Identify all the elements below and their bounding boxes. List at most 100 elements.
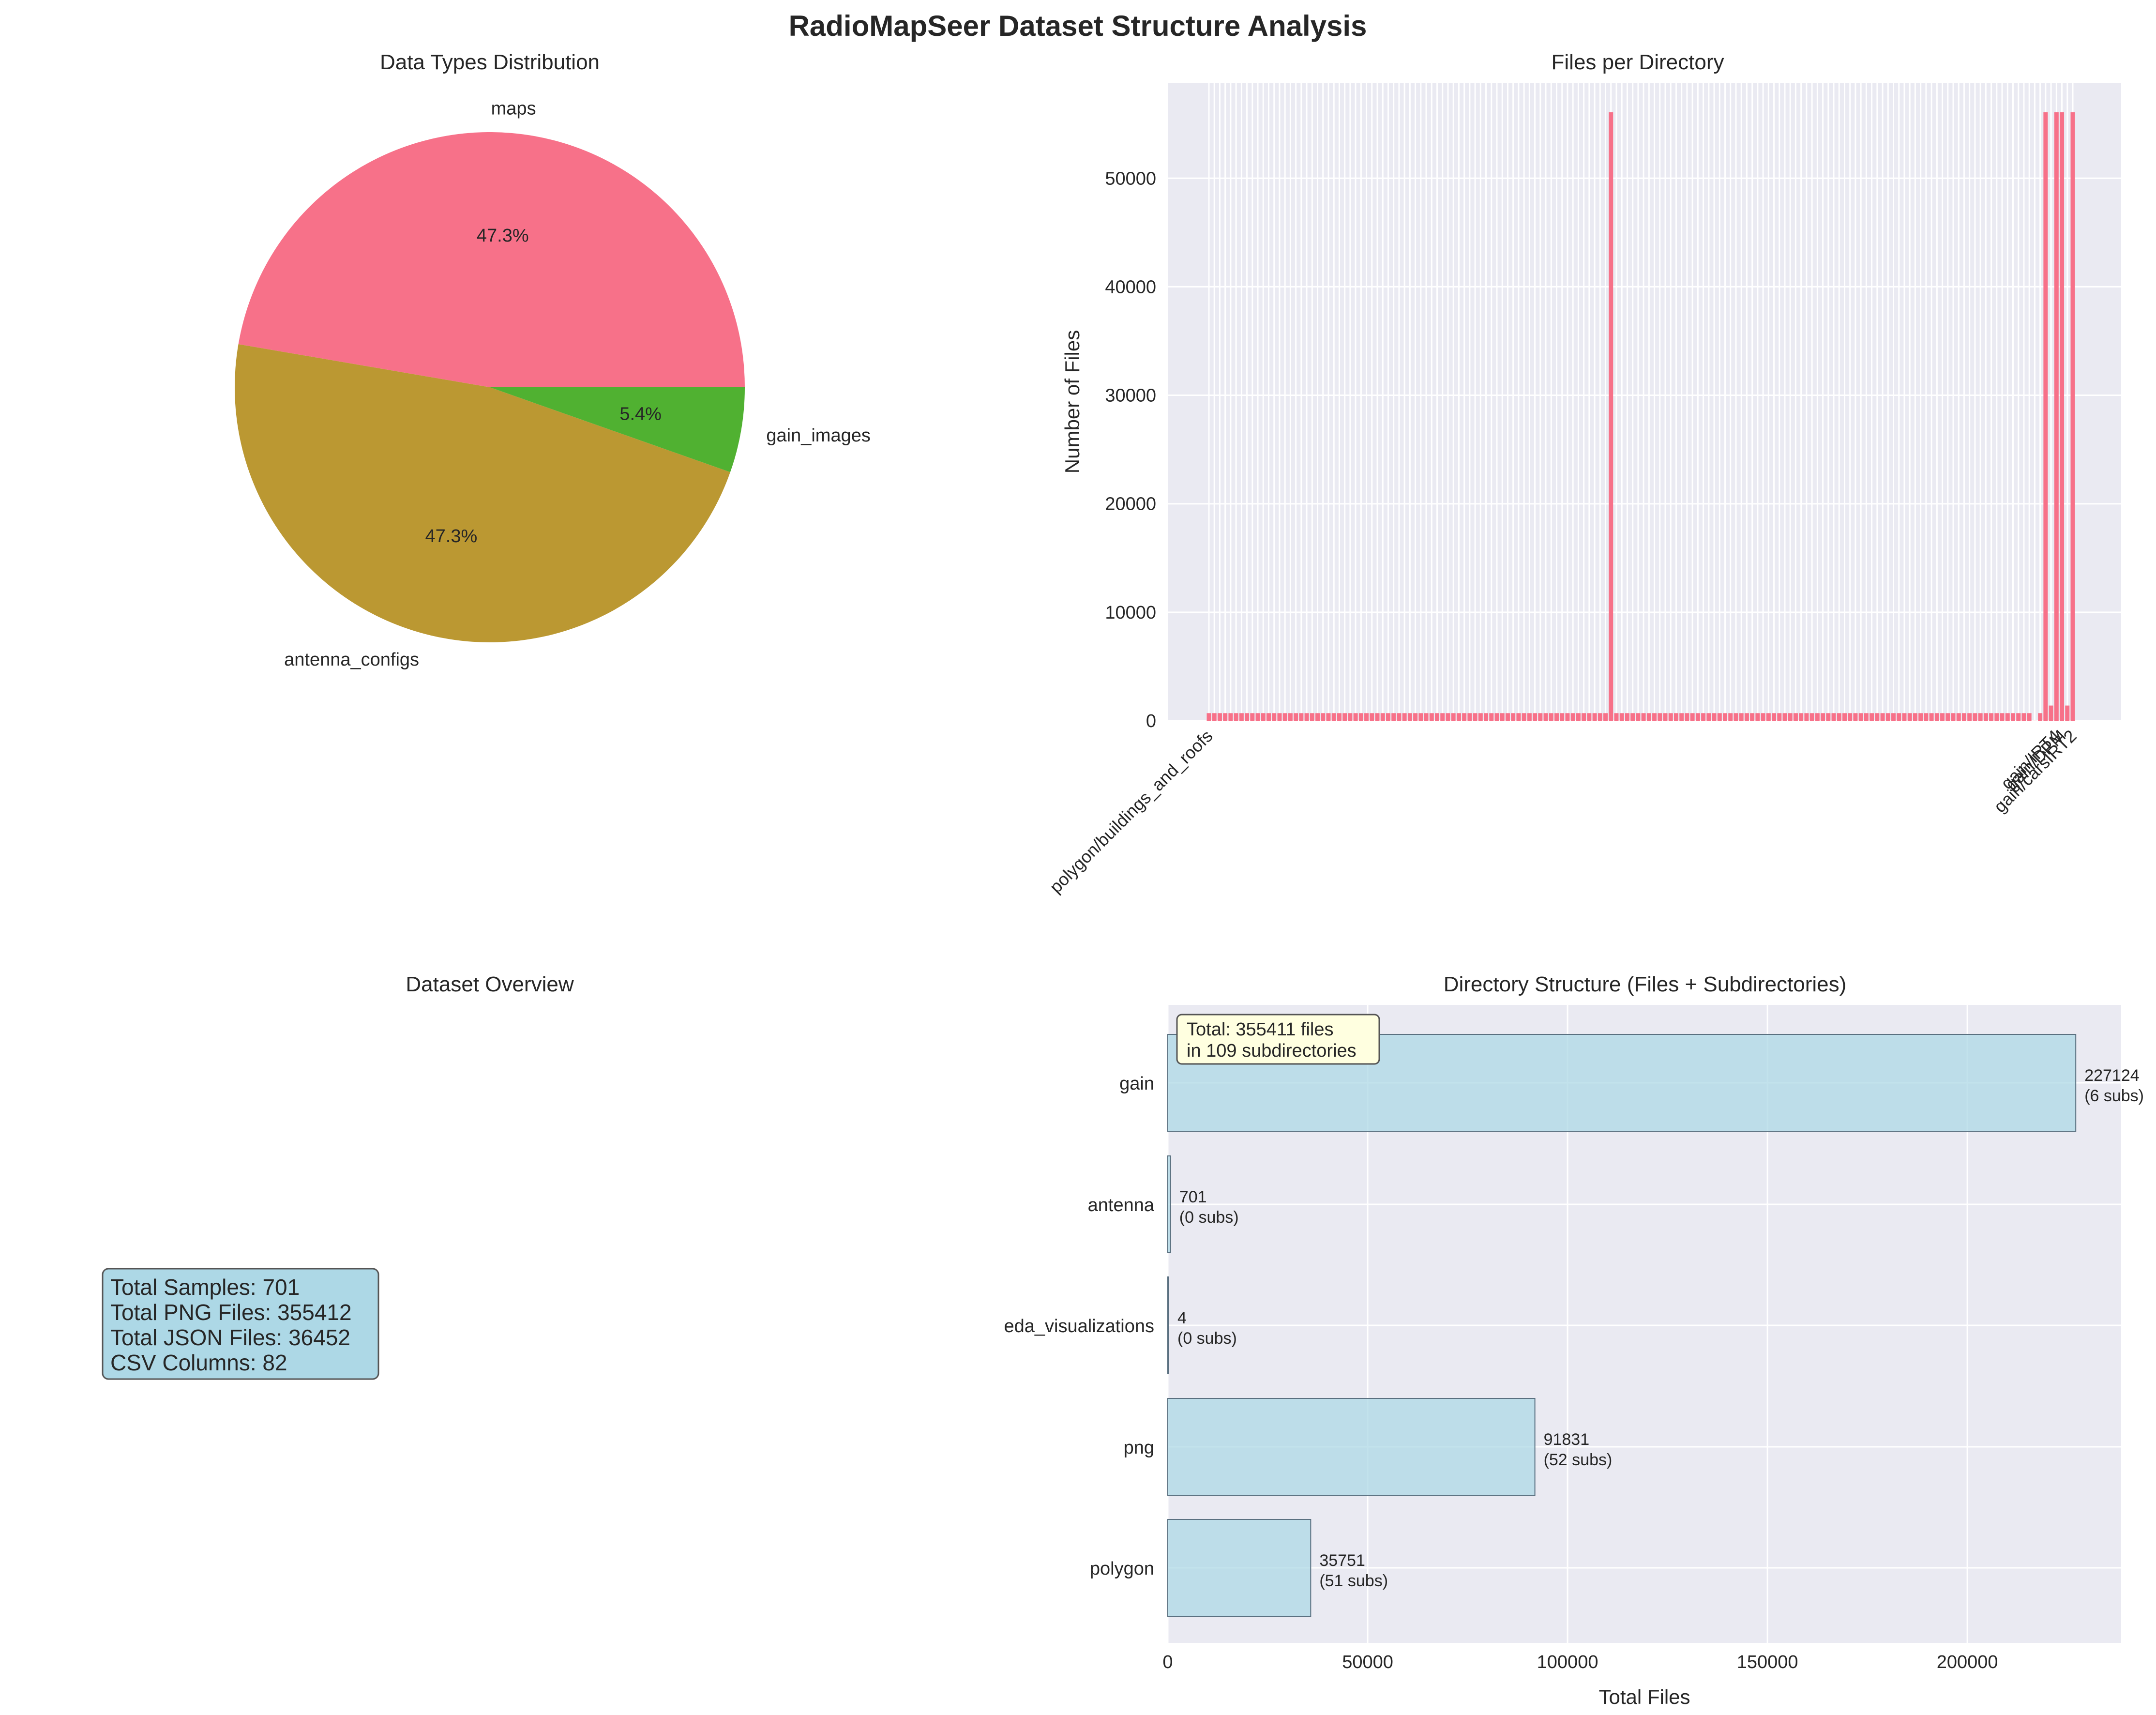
bar [1674,713,1678,721]
bar [1467,713,1472,721]
pie-label-gain-images: gain_images [766,425,870,446]
bar [1744,713,1749,721]
bar [1956,713,1961,721]
hbar-subs-label: (52 subs) [1544,1451,1613,1469]
bar-y-tick-label: 0 [1146,711,1156,731]
bar [1603,713,1608,721]
bar [1636,713,1641,721]
hbar-antenna [1167,1155,1171,1253]
bar [1961,713,1966,721]
hbar-eda-visualizations [1167,1276,1169,1374]
bar [1777,713,1782,721]
bar [1619,713,1624,721]
bar [1826,713,1831,721]
bar-y-axis-label: Number of Files [1061,330,1084,473]
hbar-subs-label: (6 subs) [2084,1087,2144,1105]
bar [1245,713,1250,721]
bar-plot-area [1168,83,2121,721]
bar [2043,112,2048,721]
bar [1978,713,1983,721]
bar [2060,112,2065,721]
bar [1679,713,1684,721]
bar [1587,713,1592,721]
bar [1424,713,1429,721]
bar [1717,713,1722,721]
bar [1897,713,1901,721]
bar [1478,713,1483,721]
bar [1391,713,1396,721]
bar [1261,713,1266,721]
hbar-category-label: png [1124,1438,1154,1458]
bar [1294,713,1298,721]
bar [1994,713,1999,721]
bar [1375,713,1380,721]
pie-chart-panel: Data Types Distribution maps 47.3% antenna… [235,50,871,670]
bar [1538,713,1543,721]
bar [1885,713,1890,721]
bar [1973,713,1977,721]
bar [1500,713,1505,721]
pie-title: Data Types Distribution [380,50,600,74]
bar [1527,713,1532,721]
hbar-value-label: 91831 [1544,1430,1590,1449]
hbar-x-axis-label: Total Files [1598,1685,1690,1708]
figure-title: RadioMapSeer Dataset Structure Analysis [789,10,1367,42]
bar [1239,713,1244,721]
bar [1772,713,1777,721]
bar [1206,713,1211,721]
bar [1505,713,1510,721]
bar [1407,713,1412,721]
bar [1940,713,1945,721]
bar [1967,713,1972,721]
bar [1413,713,1418,721]
pie-label-antenna-configs: antenna_configs [284,650,419,670]
bar [1554,713,1559,721]
bar [2027,713,2032,721]
bar [1837,713,1841,721]
bar [1951,713,1956,721]
bar [1614,713,1619,721]
bar-y-tick-label: 30000 [1105,386,1156,406]
bar [2016,713,2021,721]
bar [1321,713,1326,721]
total-annotation-line-2: in 109 subdirectories [1187,1041,1357,1061]
bar [1560,713,1565,721]
bar [1934,713,1939,721]
bar [1668,713,1673,721]
bar-series [1206,112,2075,721]
bar [1804,713,1809,721]
bar [1234,713,1238,721]
bar [1364,713,1369,721]
bar [1658,713,1662,721]
bar [1750,713,1755,721]
bar [1370,713,1374,721]
bar [1864,713,1869,721]
bar [1282,713,1287,721]
hbar-x-tick-label: 0 [1162,1652,1173,1672]
bar [1217,713,1222,721]
hbar-value-label: 4 [1177,1309,1187,1327]
bar [1228,713,1233,721]
bar [1484,713,1489,721]
bar [1712,713,1717,721]
bar [1266,713,1271,721]
bar [1565,713,1570,721]
bar [1494,713,1499,721]
bar [1734,713,1738,721]
bar [1766,713,1771,721]
bar [1891,713,1896,721]
pie-percent-maps: 47.3% [477,226,529,246]
hbar-subs-label: (0 subs) [1177,1329,1237,1348]
bar [1386,713,1390,721]
bar [1788,713,1793,721]
bar [2065,705,2070,721]
bar [1858,713,1863,721]
bar [1652,713,1657,721]
bar [1690,713,1695,721]
total-annotation-line-1: Total: 355411 files [1187,1019,1334,1040]
bar [1842,713,1847,721]
bar [1522,713,1526,721]
bar [1848,713,1853,721]
bar [1782,713,1787,721]
